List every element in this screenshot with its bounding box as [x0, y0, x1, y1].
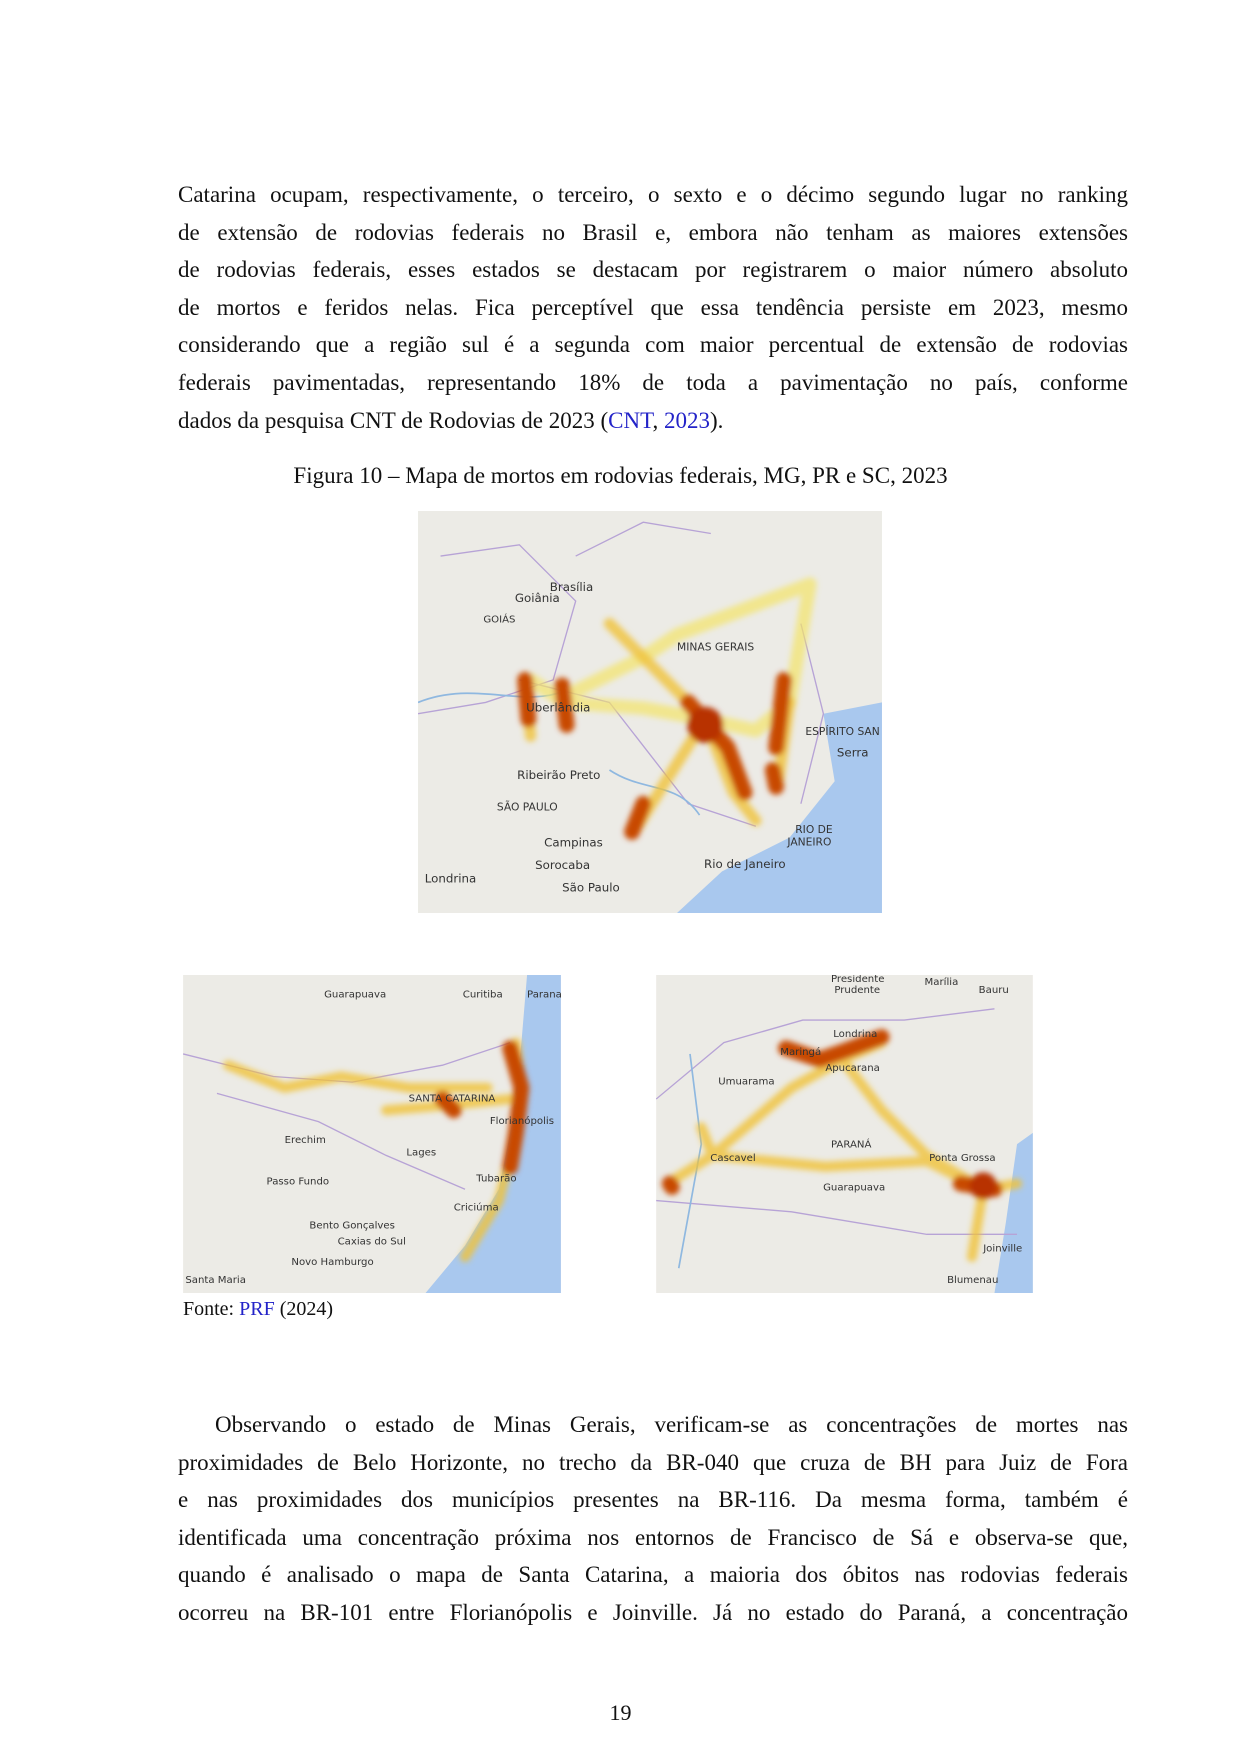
map-label: Cascavel	[710, 1153, 755, 1164]
map-label: Florianópolis	[490, 1115, 554, 1127]
text: dados da pesquisa CNT de Rodovias de 202…	[178, 407, 609, 433]
map-label: Parana	[527, 990, 561, 1001]
map-label: Maringá	[780, 1046, 821, 1058]
map-label: Uberlândia	[526, 700, 590, 714]
map-label: SÃO PAULO	[497, 801, 558, 814]
map-label: Joinville	[982, 1243, 1022, 1254]
map-label: JANEIRO	[786, 835, 831, 848]
text-line: ocorreu na BR-101 entre Florianópolis e …	[178, 1599, 1128, 1625]
map-label: Presidente	[831, 975, 884, 985]
map-label: PARANÁ	[831, 1138, 872, 1151]
map-label: Ponta Grossa	[929, 1153, 995, 1164]
text-line: e nas proximidades dos municípios presen…	[178, 1487, 1128, 1513]
map-pr: Presidente Prudente Marília Bauru Londri…	[656, 975, 1033, 1293]
map-label: MINAS GERAIS	[677, 641, 754, 654]
figure-source: Fonte: PRF (2024)	[183, 1298, 333, 1321]
map-label: Umuarama	[718, 1076, 774, 1087]
map-label: Londrina	[425, 872, 476, 886]
text-line: considerando que a região sul é a segund…	[178, 332, 1128, 358]
map-label: Guarapuava	[823, 1182, 885, 1193]
text-line: de rodovias federais, esses estados se d…	[178, 257, 1128, 283]
map-label: Marília	[925, 976, 959, 988]
map-sc: Guarapuava Curitiba Parana SANTA CATARIN…	[183, 975, 561, 1293]
text: ,	[652, 407, 664, 433]
map-label: Caxias do Sul	[338, 1237, 406, 1248]
map-label: Curitiba	[463, 990, 503, 1001]
map-label: Londrina	[833, 1029, 877, 1040]
text-line: dados da pesquisa CNT de Rodovias de 202…	[178, 402, 1128, 440]
map-label: Sorocaba	[535, 858, 590, 872]
figure-caption: Figura 10 – Mapa de mortos em rodovias f…	[293, 463, 948, 488]
map-label: Ribeirão Preto	[517, 768, 600, 782]
text-line: proximidades de Belo Horizonte, no trech…	[178, 1449, 1128, 1475]
text: Fonte:	[183, 1298, 240, 1320]
map-label: SANTA CATARINA	[409, 1093, 496, 1104]
text-line: quando é analisado o mapa de Santa Catar…	[178, 1562, 1128, 1588]
map-label: São Paulo	[562, 881, 620, 895]
map-label: Brasília	[550, 580, 593, 594]
map-label: Novo Hamburgo	[291, 1257, 373, 1268]
map-label: Tubarão	[475, 1173, 516, 1184]
map-label: Bauru	[979, 985, 1009, 996]
text-line: de mortos e feridos nelas. Fica perceptí…	[178, 294, 1128, 320]
map-label: Guarapuava	[324, 990, 386, 1001]
map-label: Criciúma	[454, 1202, 499, 1214]
link[interactable]: PRF	[239, 1298, 275, 1320]
map-label: Lages	[406, 1147, 436, 1158]
map-label: ESPÍRITO SAN	[805, 725, 879, 738]
map-mg: Brasília Goiânia GOIÁS MINAS GERAIS Uber…	[418, 511, 882, 913]
map-label: Serra	[837, 745, 869, 759]
map-label: Bento Gonçalves	[309, 1221, 395, 1232]
text-line: identificada uma concentração próxima no…	[178, 1524, 1128, 1550]
page-number: 19	[609, 1700, 632, 1725]
map-label: Passo Fundo	[267, 1177, 330, 1188]
map-label: Campinas	[544, 836, 603, 850]
paragraph: Catarina ocupam, respectivamente, o terc…	[178, 176, 1128, 439]
map-label: Blumenau	[947, 1275, 998, 1286]
text-line: federais pavimentadas, representando 18%…	[178, 369, 1128, 395]
map-label: Rio de Janeiro	[704, 857, 786, 871]
text-line: Catarina ocupam, respectivamente, o terc…	[178, 182, 1128, 207]
text: (2024)	[274, 1298, 334, 1320]
link[interactable]: 2023	[663, 407, 710, 433]
map-label: Erechim	[285, 1135, 326, 1146]
map-label: Santa Maria	[185, 1275, 246, 1286]
map-label: Goiânia	[515, 591, 560, 605]
map-label: Apucarana	[825, 1063, 880, 1074]
text-line: de extensão de rodovias federais no Bras…	[178, 219, 1128, 245]
map-label: GOIÁS	[483, 612, 515, 625]
text: ).	[709, 407, 724, 433]
map-label: RIO DE	[795, 823, 833, 836]
link[interactable]: CNT	[608, 407, 653, 433]
text-line: Observando o estado de Minas Gerais, ver…	[215, 1412, 1128, 1437]
map-label: Prudente	[834, 985, 880, 996]
paragraph: Observando o estado de Minas Gerais, ver…	[178, 1406, 1128, 1632]
